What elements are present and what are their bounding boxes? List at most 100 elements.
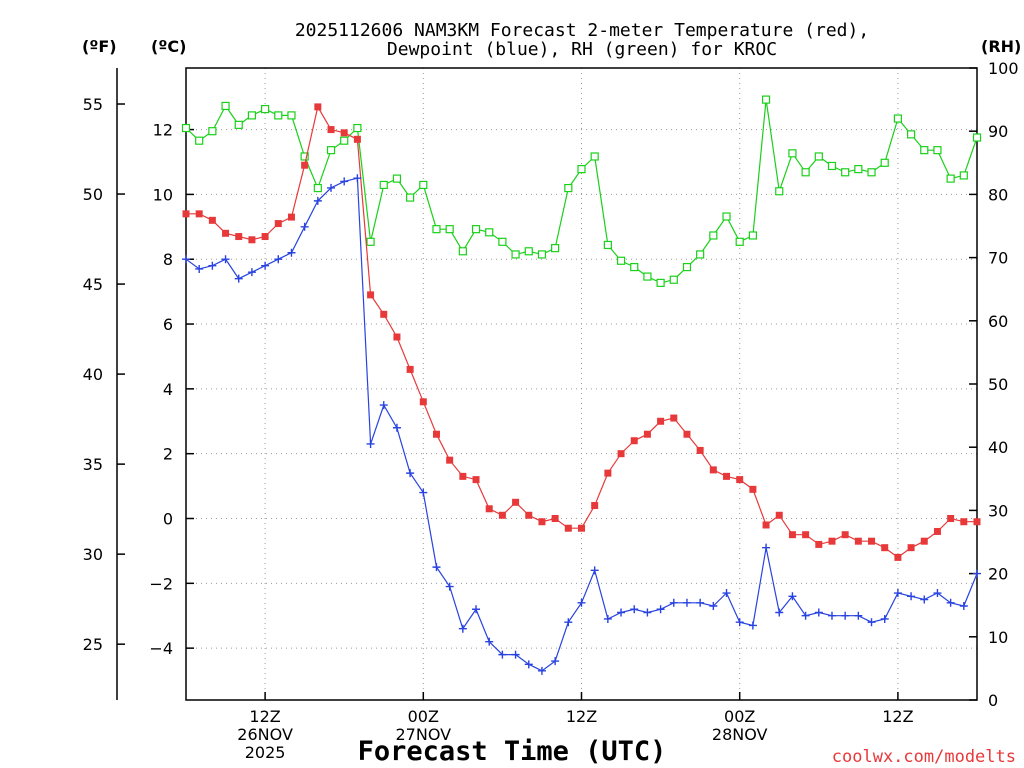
rh-point <box>735 237 744 246</box>
dewpoint-point <box>841 611 850 620</box>
dewpoint-point <box>353 174 362 183</box>
rh-line <box>185 99 978 284</box>
dewpoint-point <box>682 598 691 607</box>
rh-tick-label: 100 <box>988 59 1019 78</box>
temperature-point <box>723 472 731 480</box>
temperature-point <box>643 430 651 438</box>
rh-point <box>775 187 784 196</box>
dewpoint-point <box>933 589 942 598</box>
fahrenheit-axis: 55 50 45 40 35 30 25 <box>83 95 125 654</box>
temperature-point <box>512 498 520 506</box>
rh-point <box>788 149 797 158</box>
temperature-point <box>696 446 704 454</box>
celsius-tick-label: 10 <box>153 185 173 204</box>
rh-point <box>274 111 283 120</box>
temperature-point <box>222 229 230 237</box>
time-tick-label: 12Z <box>882 707 913 726</box>
rh-tick-label: 70 <box>988 249 1008 268</box>
temperature-point <box>657 417 665 425</box>
rh-point <box>313 183 322 193</box>
rh-point <box>261 104 270 114</box>
temperature-point <box>762 521 770 529</box>
rh-point <box>340 136 349 145</box>
temperature-point <box>446 456 454 464</box>
temperature-point <box>960 518 968 526</box>
temperature-point <box>380 310 388 318</box>
temperature-point <box>670 414 678 422</box>
dewpoint-point <box>182 255 190 264</box>
rh-point <box>524 247 533 256</box>
rh-point <box>445 225 454 234</box>
celsius-tick-label: −4 <box>149 639 173 658</box>
rh-point <box>392 174 402 183</box>
dewpoint-point <box>880 614 889 623</box>
temperature-point <box>274 220 282 228</box>
temperature-point <box>736 476 744 484</box>
dewpoint-point <box>959 602 968 611</box>
rh-tick-label: 10 <box>988 628 1008 647</box>
dewpoint-point <box>854 611 863 620</box>
temperature-point <box>604 469 612 477</box>
rh-point <box>616 256 626 265</box>
rh-point <box>801 168 810 177</box>
temperature-point <box>327 126 335 134</box>
temperature-point <box>235 233 243 241</box>
temperature-point <box>393 333 401 341</box>
watermark: coolwx.com/modelts <box>832 747 1016 767</box>
rh-point <box>880 158 889 167</box>
dewpoint-point <box>300 222 309 231</box>
dewpoint-point <box>788 592 797 601</box>
dewpoint-point <box>551 657 560 666</box>
rh-point <box>287 111 296 120</box>
rh-point <box>511 250 520 259</box>
dewpoint-point <box>946 598 955 607</box>
temperature-point <box>353 135 361 143</box>
rh-point <box>564 183 573 193</box>
rh-point <box>326 146 336 155</box>
time-tick-label: 28NOV <box>712 725 768 744</box>
rh-point <box>379 180 388 190</box>
temperature-point <box>182 210 190 218</box>
rh-tick-label: 0 <box>988 691 998 710</box>
celsius-axis: 12 10 8 6 4 2 0 −2 −4 <box>149 121 194 658</box>
temperature-point <box>868 537 876 545</box>
celsius-tick-label: 12 <box>153 121 173 140</box>
rh-point <box>366 237 375 246</box>
rh-tick-label: 60 <box>988 312 1008 331</box>
temperature-point <box>195 210 203 218</box>
fahrenheit-tick-label: 45 <box>83 275 103 294</box>
fahrenheit-tick-label: 30 <box>83 545 103 564</box>
rh-series <box>181 95 982 287</box>
rh-unit-label: (RH) <box>981 37 1021 56</box>
temperature-point <box>788 531 796 539</box>
rh-point <box>933 146 942 155</box>
rh-point <box>195 136 204 145</box>
dewpoint-point <box>379 401 388 410</box>
temperature-point <box>340 129 348 137</box>
temperature-point <box>907 544 915 552</box>
temperature-point <box>973 518 981 526</box>
time-tick-label: 12Z <box>249 707 280 726</box>
rh-point <box>920 146 929 155</box>
celsius-tick-label: 6 <box>163 315 173 334</box>
dewpoint-point <box>696 598 705 607</box>
temperature-point <box>208 216 216 224</box>
fahrenheit-tick-label: 50 <box>83 185 103 204</box>
temperature-point <box>525 511 533 519</box>
grid-lines <box>186 68 977 700</box>
temperature-point <box>248 236 256 244</box>
dewpoint-point <box>274 255 283 264</box>
rh-point <box>458 247 467 256</box>
chart-title-line2: Dewpoint (blue), RH (green) for KROC <box>387 39 777 60</box>
dewpoint-point <box>617 608 626 617</box>
dewpoint-point <box>590 566 599 575</box>
temperature-point <box>617 450 625 458</box>
dewpoint-point <box>419 488 428 497</box>
celsius-tick-label: 0 <box>163 510 173 529</box>
dewpoint-point <box>630 605 639 614</box>
rh-point <box>432 225 441 234</box>
dewpoint-point <box>643 608 652 617</box>
rh-point <box>893 114 903 123</box>
temperature-point <box>287 213 295 221</box>
